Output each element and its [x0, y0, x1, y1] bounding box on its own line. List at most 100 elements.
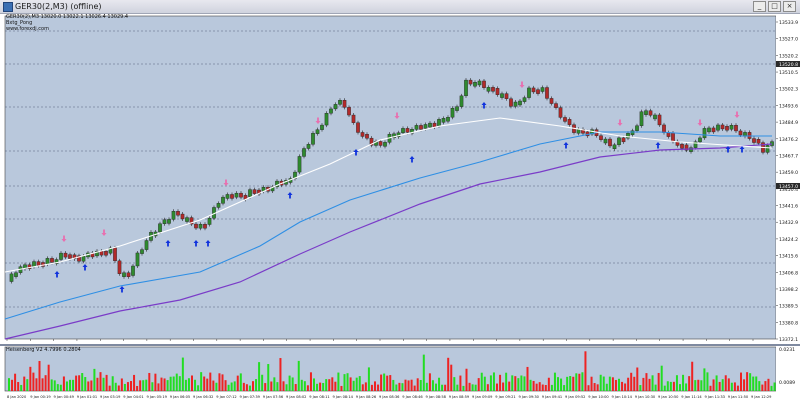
bull-candle: [216, 203, 221, 208]
time-axis-label: 9 Jan 03:19: [100, 395, 121, 399]
bull-candle: [45, 258, 50, 265]
bear-candle: [342, 100, 347, 108]
volume-bar-up: [56, 384, 59, 391]
volume-bar-up: [181, 357, 184, 391]
volume-bar-up: [233, 381, 236, 391]
bear-candle: [378, 141, 383, 146]
white-moving-average: [4, 117, 773, 273]
volume-bar-up: [685, 383, 688, 391]
time-axis-label: 9 Jan 08:14: [333, 395, 354, 399]
volume-bar-down: [160, 377, 163, 391]
volume-bar-down: [206, 378, 209, 391]
sell-arrow-icon: [519, 81, 525, 88]
volume-bar-up: [749, 373, 752, 391]
volume-bar-down: [11, 379, 14, 391]
chart-window-titlebar[interactable]: GER30(2,M3) (offline) _ □ ×: [0, 0, 800, 14]
volume-bar-down: [621, 381, 624, 391]
price-tick-label: 13502.3: [779, 87, 798, 93]
volume-bar-down: [44, 375, 47, 391]
minimize-button[interactable]: _: [753, 1, 766, 12]
bull-candle: [81, 255, 86, 262]
volume-bar-down: [191, 375, 193, 391]
buy-arrow-icon: [481, 102, 487, 109]
volume-bar-down: [319, 382, 322, 391]
volume-bar-down: [764, 381, 767, 391]
volume-bar-up: [123, 383, 126, 391]
volume-bar-up: [474, 384, 477, 391]
volume-bar-down: [389, 375, 392, 391]
volume-bar-up: [773, 382, 776, 391]
volume-bar-down: [108, 385, 111, 391]
volume-bar-down: [486, 384, 489, 391]
bear-candle: [77, 255, 81, 262]
volume-bar-down: [596, 384, 599, 391]
purple-moving-average: [4, 143, 773, 340]
volume-bar-down: [691, 361, 694, 391]
bull-candle: [32, 261, 36, 267]
volume-bar-up: [248, 385, 251, 391]
price-tick-label: 13389.5: [779, 304, 798, 310]
buy-arrow-icon: [739, 146, 745, 153]
volume-bar-up: [431, 380, 434, 391]
volume-bar-up: [471, 384, 474, 391]
price-tick-label: 13441.6: [779, 204, 798, 210]
bull-candle: [617, 137, 621, 146]
volume-bar-down: [306, 385, 309, 391]
bear-candle: [680, 144, 684, 149]
price-tick-label: 13520.2: [779, 53, 798, 59]
volume-bar-down: [697, 379, 700, 391]
volume-bar-up: [142, 380, 145, 391]
volume-bar-up: [755, 376, 758, 391]
volume-bar-up: [53, 380, 56, 391]
volume-bar-down: [90, 380, 93, 391]
buy-arrow-icon: [205, 240, 211, 247]
bear-candle: [657, 114, 662, 126]
sell-arrow-icon: [315, 117, 321, 124]
volume-bar-up: [175, 373, 178, 391]
volume-bar-up: [288, 375, 291, 391]
bull-candle: [275, 180, 279, 188]
price-tick-label: 13380.8: [779, 320, 798, 326]
bull-candle: [162, 219, 167, 224]
bull-candle: [171, 211, 176, 220]
buy-arrow-icon: [287, 192, 293, 199]
volume-bar-down: [398, 382, 401, 391]
volume-bar-down: [428, 373, 431, 391]
volume-bar-down: [636, 367, 639, 391]
maximize-button[interactable]: □: [768, 1, 781, 12]
volume-bar-up: [651, 375, 654, 391]
bear-candle: [72, 254, 77, 260]
subwindow-separator[interactable]: [0, 344, 800, 346]
bear-candle: [567, 119, 572, 125]
volume-bar-up: [50, 379, 53, 391]
bull-candle: [225, 194, 230, 199]
bear-candle: [68, 254, 72, 259]
bull-candle: [513, 101, 518, 107]
volume-bar-down: [743, 379, 746, 391]
price-tick-label: 13493.6: [779, 103, 798, 109]
bull-candle: [324, 113, 329, 126]
volume-bar-up: [682, 374, 685, 391]
bear-candle: [725, 126, 729, 131]
volume-bar-down: [212, 380, 215, 391]
volume-bar-up: [441, 384, 444, 391]
bull-candle: [297, 156, 302, 173]
volume-bar-down: [236, 375, 239, 391]
volume-bar-down: [526, 366, 529, 391]
volume-bar-up: [599, 374, 602, 391]
volume-bar-down: [450, 364, 453, 391]
volume-bar-up: [666, 381, 669, 391]
volume-bar-up: [703, 368, 706, 391]
price-chart[interactable]: 13533.9 13527.0 13520.2 13510.5 13502.3 13493…: [0, 14, 800, 344]
close-button[interactable]: ×: [783, 1, 796, 12]
bear-candle: [50, 258, 54, 263]
time-axis-label: 9 Jan 10:30: [635, 395, 656, 399]
volume-bar-down: [746, 372, 749, 391]
time-axis-label: 9 Jan 00:19: [30, 395, 51, 399]
time-axis-label: 9 Jan 09:09: [472, 395, 493, 399]
bull-candle: [626, 133, 630, 139]
volume-bar-up: [227, 384, 230, 391]
volume-bar-up: [483, 376, 486, 391]
volume-bar-up: [313, 378, 315, 391]
